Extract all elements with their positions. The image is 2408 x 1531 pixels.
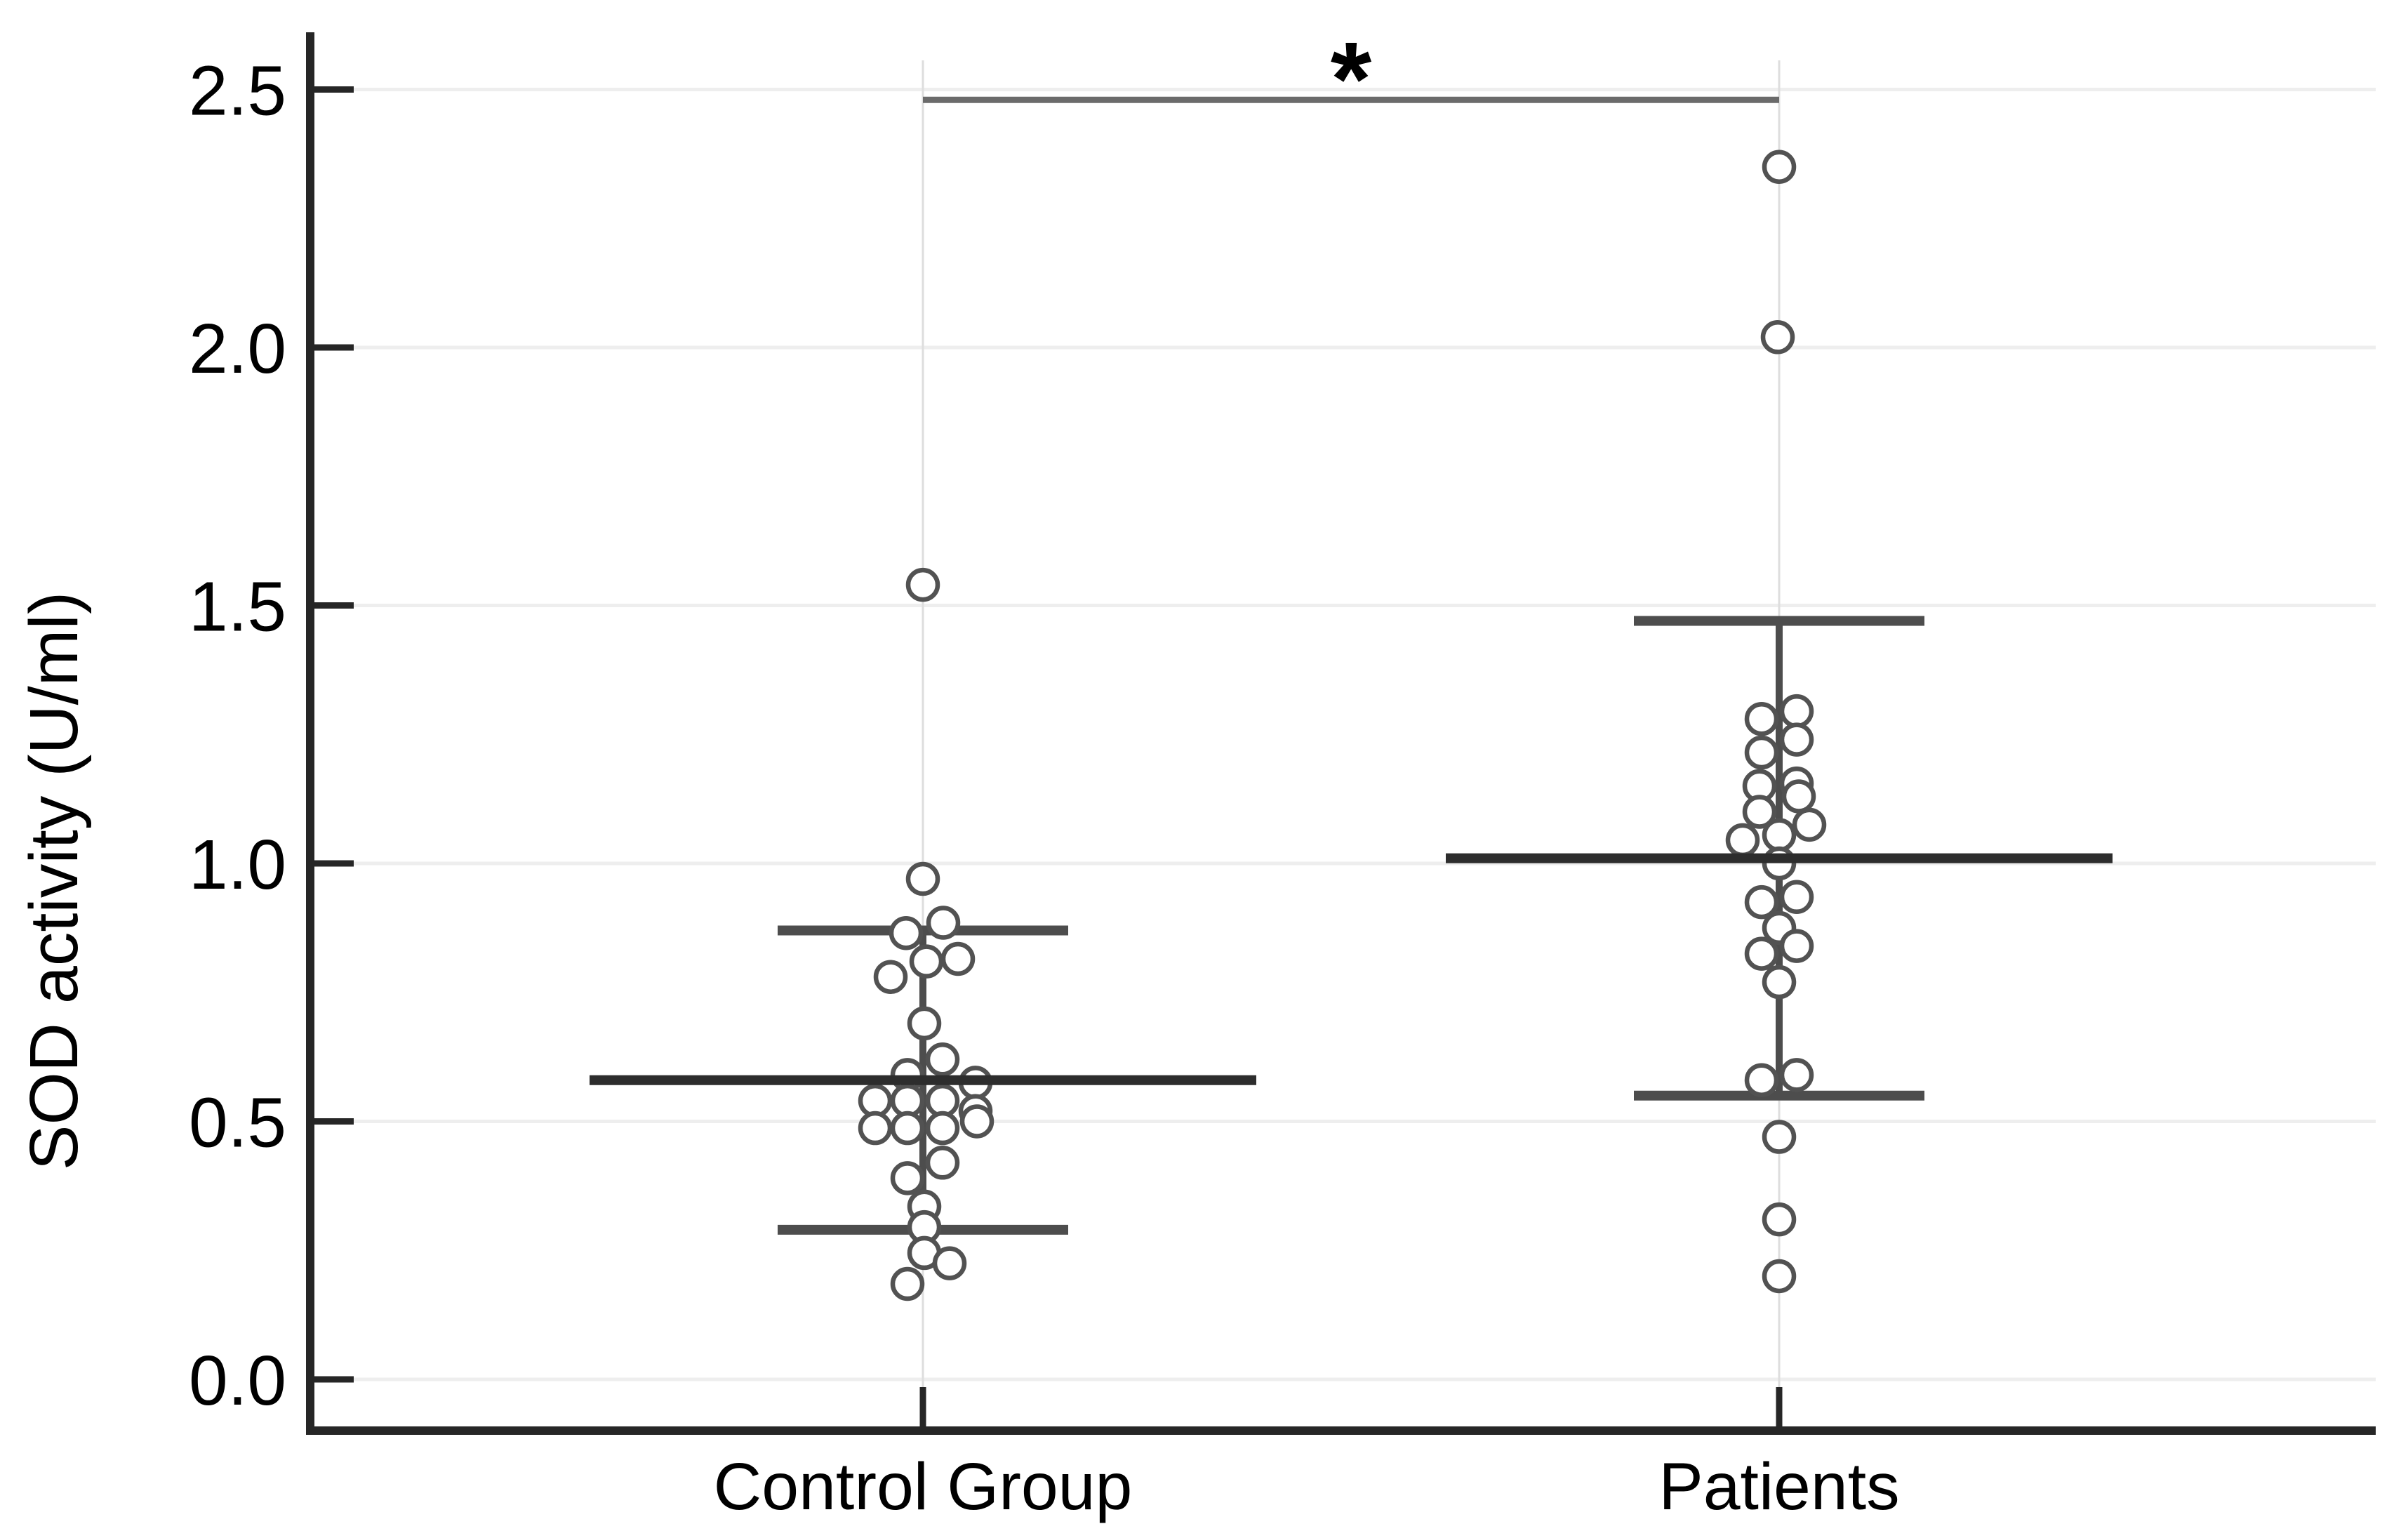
data-point xyxy=(909,944,944,979)
data-point xyxy=(873,960,908,994)
data-point xyxy=(1792,807,1827,842)
y-axis-title: SOD activity (U/ml) xyxy=(15,592,92,1171)
data-point xyxy=(940,941,976,976)
data-point xyxy=(890,1111,925,1146)
data-point xyxy=(905,861,940,896)
significance-asterisk: * xyxy=(1331,20,1372,138)
y-tick-label: 0.5 xyxy=(189,1084,286,1162)
data-point xyxy=(1762,1259,1797,1294)
data-point xyxy=(890,1266,925,1301)
data-point xyxy=(907,1006,942,1041)
data-point xyxy=(889,915,924,950)
data-point xyxy=(925,1111,960,1146)
data-point xyxy=(890,1083,925,1118)
data-point xyxy=(925,1083,960,1118)
data-point xyxy=(890,1161,925,1195)
data-point xyxy=(1742,795,1777,829)
y-tick-label: 2.0 xyxy=(189,310,286,388)
data-point xyxy=(1762,846,1797,881)
data-point xyxy=(959,1104,995,1139)
x-axis-category-label: Control Group xyxy=(714,1450,1133,1524)
data-point xyxy=(1762,1120,1797,1154)
data-point xyxy=(1762,965,1797,1000)
x-axis-category-label: Patients xyxy=(1658,1450,1899,1524)
data-point xyxy=(1725,823,1760,858)
data-point xyxy=(1781,779,1816,814)
data-point xyxy=(1762,1202,1797,1237)
data-point xyxy=(1760,320,1795,354)
data-point xyxy=(858,1083,893,1118)
y-tick-label: 1.5 xyxy=(189,568,286,647)
data-point xyxy=(1762,150,1797,184)
data-point xyxy=(1779,722,1814,757)
data-point xyxy=(1779,694,1814,729)
y-tick-label: 0.0 xyxy=(189,1341,286,1420)
data-point xyxy=(1744,1063,1779,1097)
data-point xyxy=(1744,936,1779,971)
data-point xyxy=(1744,701,1779,736)
data-point xyxy=(1744,884,1779,920)
y-tick-label: 2.5 xyxy=(189,52,286,131)
data-point xyxy=(1779,1058,1814,1092)
data-point xyxy=(858,1111,893,1146)
data-point xyxy=(932,1246,967,1280)
y-tick-label: 1.0 xyxy=(189,826,286,904)
data-point xyxy=(1779,929,1814,963)
data-point xyxy=(926,906,961,940)
data-point xyxy=(925,1146,960,1180)
data-point xyxy=(1762,818,1797,852)
data-point xyxy=(905,567,940,602)
data-point xyxy=(1779,880,1814,915)
data-point xyxy=(1744,735,1779,770)
data-point xyxy=(925,1042,960,1077)
